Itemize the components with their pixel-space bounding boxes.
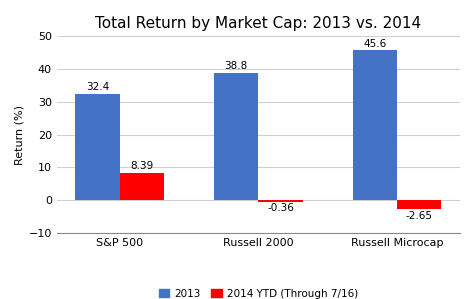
Bar bbox=[214, 73, 258, 200]
Bar bbox=[353, 50, 397, 200]
Bar bbox=[397, 200, 441, 209]
Title: Total Return by Market Cap: 2013 vs. 2014: Total Return by Market Cap: 2013 vs. 201… bbox=[95, 16, 421, 30]
Text: 38.8: 38.8 bbox=[225, 61, 248, 71]
Bar bbox=[75, 94, 119, 200]
Legend: 2013, 2014 YTD (Through 7/16): 2013, 2014 YTD (Through 7/16) bbox=[155, 285, 362, 299]
Text: 32.4: 32.4 bbox=[86, 82, 109, 92]
Text: 45.6: 45.6 bbox=[363, 39, 386, 49]
Text: -0.36: -0.36 bbox=[267, 203, 294, 213]
Text: -2.65: -2.65 bbox=[406, 211, 433, 221]
Bar bbox=[258, 200, 303, 202]
Bar bbox=[119, 173, 164, 200]
Y-axis label: Return (%): Return (%) bbox=[15, 105, 25, 164]
Text: 8.39: 8.39 bbox=[130, 161, 154, 171]
